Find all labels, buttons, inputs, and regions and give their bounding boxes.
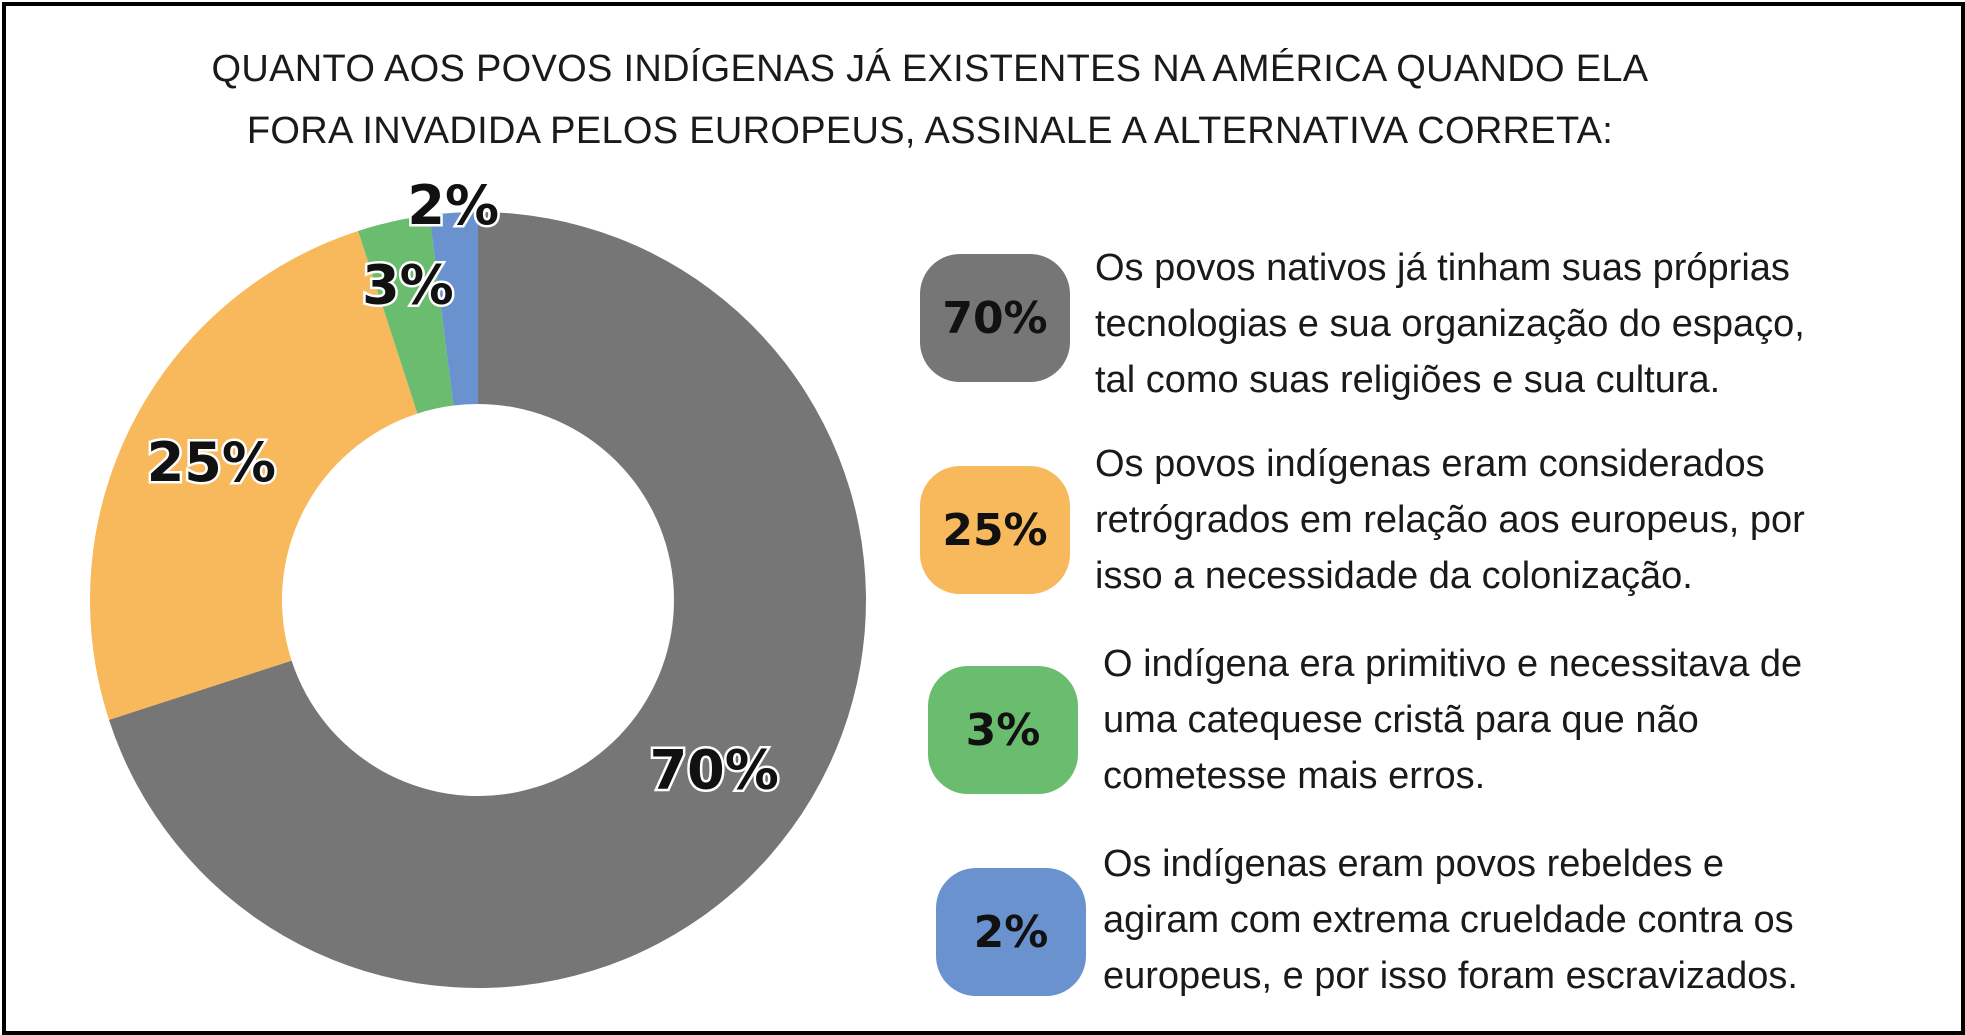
- donut-slice-2: [89, 230, 418, 720]
- legend-2-line-2: retrógrados em relação aos europeus, por: [1095, 499, 1805, 541]
- legend-2-line-3: isso a necessidade da colonização.: [1095, 555, 1693, 597]
- legend-text-3: O indígena era primitivo e necessitava d…: [1103, 636, 1903, 804]
- legend-text-4: Os indígenas eram povos rebeldes e agira…: [1103, 836, 1903, 1004]
- slice-label-4: 2%: [407, 174, 499, 237]
- legend-badge-3: 3%: [928, 666, 1078, 794]
- legend-1-line-2: tecnologias e sua organização do espaço,: [1095, 303, 1805, 345]
- legend-text-1: Os povos nativos já tinham suas próprias…: [1095, 240, 1895, 408]
- title-line-1: QUANTO AOS POVOS INDÍGENAS JÁ EXISTENTES…: [211, 48, 1649, 90]
- donut-slice-3: [358, 215, 454, 414]
- legend-3-line-3: cometesse mais erros.: [1103, 755, 1486, 797]
- legend-4-line-2: agiram com extrema crueldade contra os: [1103, 899, 1794, 941]
- legend-3-line-2: uma catequese cristã para que não: [1103, 699, 1699, 741]
- title-line-2: FORA INVADIDA PELOS EUROPEUS, ASSINALE A…: [246, 110, 1614, 152]
- slice-label-2: 25%: [147, 431, 276, 494]
- legend-4-line-1: Os indígenas eram povos rebeldes e: [1103, 843, 1725, 885]
- legend-4-line-3: europeus, e por isso foram escravizados.: [1103, 955, 1798, 997]
- legend-1-line-3: tal como suas religiões e sua cultura.: [1095, 359, 1721, 401]
- legend-3-line-1: O indígena era primitivo e necessitava d…: [1103, 643, 1803, 685]
- legend-badge-70: 70%: [920, 254, 1070, 382]
- legend-2-line-1: Os povos indígenas eram considerados: [1095, 443, 1765, 485]
- chart-title: QUANTO AOS POVOS INDÍGENAS JÁ EXISTENTES…: [80, 38, 1780, 162]
- slice-label-3: 3%: [362, 254, 454, 317]
- slice-label-1: 70%: [650, 739, 779, 802]
- legend-badge-25: 25%: [920, 466, 1070, 594]
- donut-slice-1: [108, 212, 866, 988]
- legend-text-2: Os povos indígenas eram considerados ret…: [1095, 436, 1895, 604]
- donut-slice-4: [429, 212, 478, 406]
- legend-1-line-1: Os povos nativos já tinham suas próprias: [1095, 247, 1790, 289]
- legend-badge-2: 2%: [936, 868, 1086, 996]
